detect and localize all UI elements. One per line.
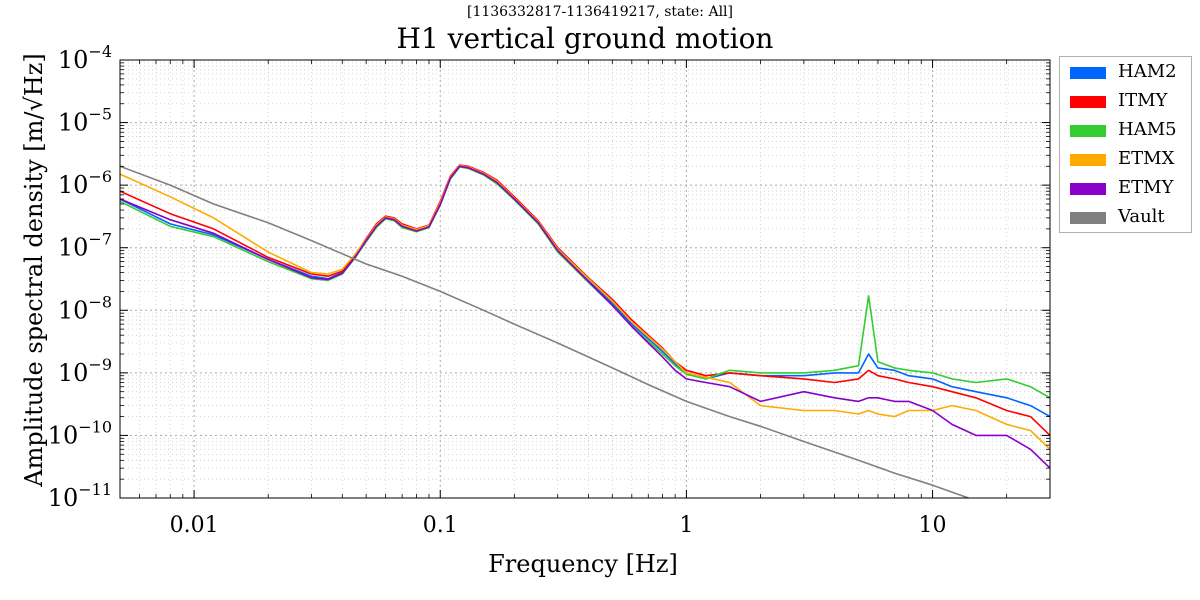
legend-label: ITMY xyxy=(1118,90,1168,111)
legend-swatch xyxy=(1070,212,1106,224)
y-tick-label: 10−5 xyxy=(58,105,112,137)
series-line-etmy xyxy=(119,165,1051,469)
series-layer xyxy=(119,164,1051,499)
y-tick-label: 10−6 xyxy=(58,167,112,199)
legend-swatch xyxy=(1070,67,1106,79)
series-line-etmx xyxy=(119,164,1051,450)
y-tick-label: 10−11 xyxy=(48,480,112,512)
ticks-layer: 0.01 0.1 1 10 10−11 10−10 10−9 10−8 10−7 10−6 10−5… xyxy=(48,42,1051,538)
legend-swatch xyxy=(1070,154,1106,166)
legend-label: HAM5 xyxy=(1118,119,1177,140)
legend-label: ETMY xyxy=(1118,177,1174,198)
x-axis-label: Frequency [Hz] xyxy=(488,550,678,578)
legend-label: Vault xyxy=(1118,206,1165,227)
legend-item-itmy: ITMY xyxy=(1068,90,1188,112)
legend-item-etmx: ETMX xyxy=(1068,148,1188,170)
series-line-ham5 xyxy=(119,166,1051,399)
legend: HAM2 ITMY HAM5 ETMX ETMY Vault xyxy=(1059,56,1192,233)
x-tick-label: 10 xyxy=(919,513,947,538)
legend-swatch xyxy=(1070,125,1106,137)
x-tick-label: 0.1 xyxy=(423,513,458,538)
x-tick-label: 1 xyxy=(679,513,693,538)
legend-item-ham2: HAM2 xyxy=(1068,61,1188,83)
chart-subtitle: [1136332817-1136419217, state: All] xyxy=(467,4,733,20)
minor-gridlines xyxy=(119,60,1051,498)
legend-label: ETMX xyxy=(1118,148,1175,169)
legend-label: HAM2 xyxy=(1118,61,1177,82)
legend-item-ham5: HAM5 xyxy=(1068,119,1188,141)
plot-frame xyxy=(119,59,1051,499)
y-axis-label: Amplitude spectral density [m/√Hz] xyxy=(20,53,48,487)
legend-swatch xyxy=(1070,183,1106,195)
series-line-vault xyxy=(119,165,969,499)
legend-item-vault: Vault xyxy=(1068,206,1188,228)
x-tick-label: 0.01 xyxy=(170,513,219,538)
y-tick-label: 10−8 xyxy=(58,292,112,324)
series-line-itmy xyxy=(119,164,1051,436)
y-tick-label: 10−7 xyxy=(58,230,112,262)
y-tick-label: 10−9 xyxy=(58,355,112,387)
chart-title: H1 vertical ground motion xyxy=(397,22,774,55)
y-tick-label: 10−4 xyxy=(58,42,112,74)
y-tick-label: 10−10 xyxy=(48,417,112,449)
legend-item-etmy: ETMY xyxy=(1068,177,1188,199)
legend-swatch xyxy=(1070,96,1106,108)
